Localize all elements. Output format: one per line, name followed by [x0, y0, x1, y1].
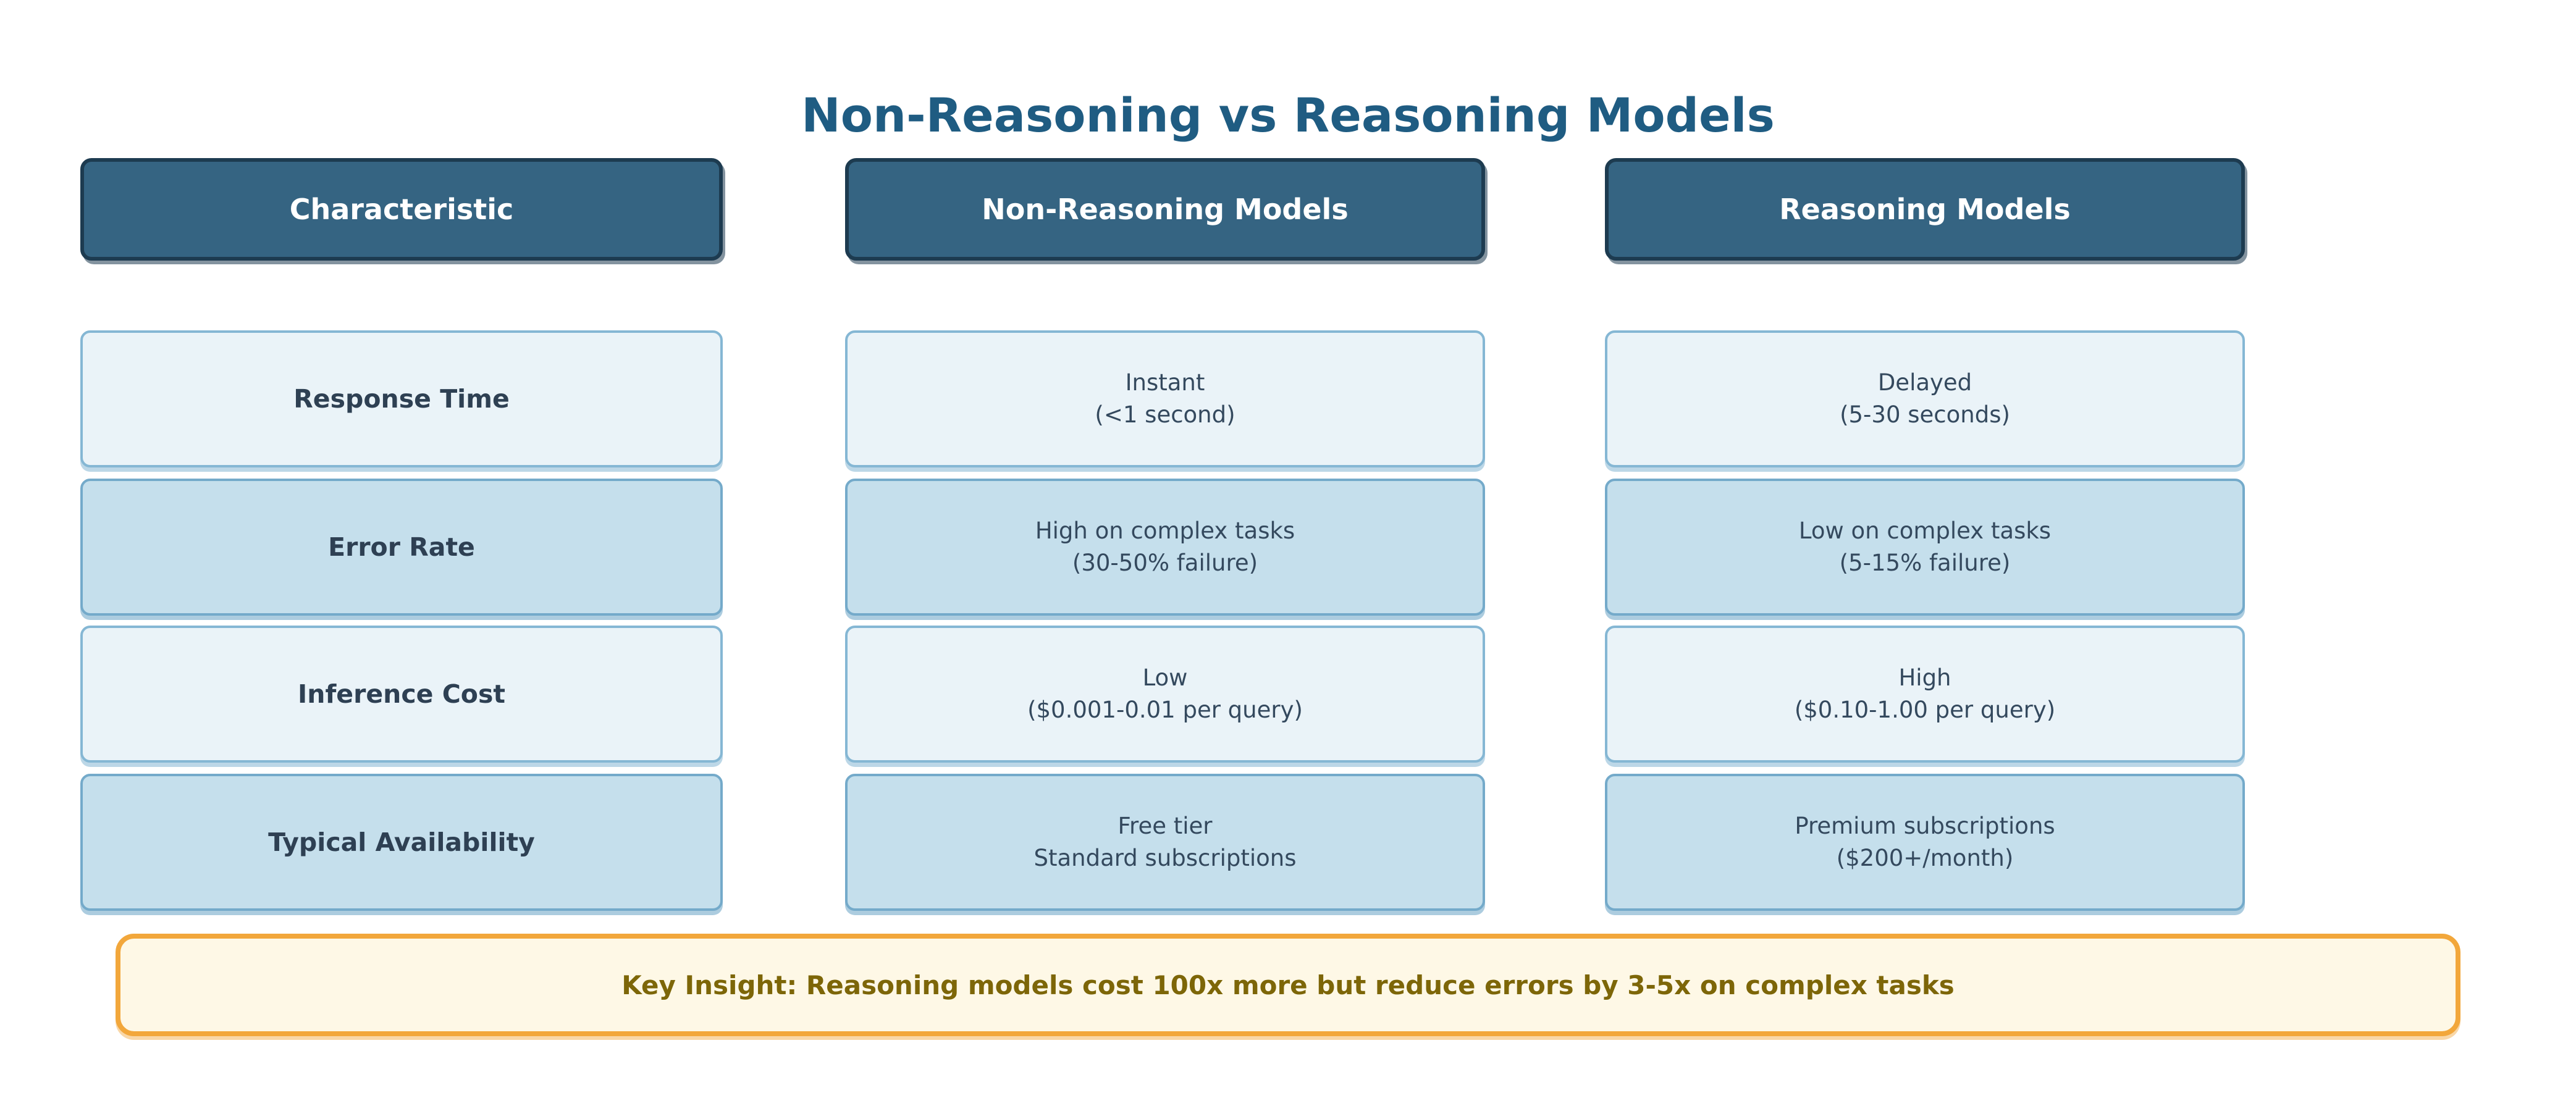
cell-response-time-reasoning: Delayed (5-30 seconds) — [1605, 330, 2245, 467]
cell-value-line: ($0.001-0.01 per query) — [1027, 697, 1303, 723]
cell-value-line: Low on complex tasks — [1798, 517, 2052, 544]
key-insight-banner: Key Insight: Reasoning models cost 100x … — [116, 934, 2460, 1036]
cell-value-line: Low — [1142, 664, 1188, 691]
cell-value-line: High on complex tasks — [1035, 517, 1295, 544]
cell-value-line: Instant — [1125, 369, 1205, 396]
row-label-text: Typical Availability — [268, 827, 535, 857]
cell-value-line: Standard subscriptions — [1033, 845, 1297, 871]
header-non-reasoning-label: Non-Reasoning Models — [982, 193, 1349, 226]
cell-value-line: Free tier — [1118, 813, 1213, 839]
cell-value-line: (30-50% failure) — [1072, 550, 1258, 576]
cell-value-line: High — [1898, 664, 1951, 691]
row-label-text: Response Time — [293, 384, 510, 414]
key-insight-text: Key Insight: Reasoning models cost 100x … — [621, 969, 1955, 1000]
row-label-text: Error Rate — [328, 532, 475, 562]
cell-error-rate-reasoning: Low on complex tasks (5-15% failure) — [1605, 479, 2245, 616]
cell-value-line: ($200+/month) — [1836, 845, 2014, 871]
cell-typical-availability-non-reasoning: Free tier Standard subscriptions — [845, 774, 1485, 911]
cell-inference-cost-non-reasoning: Low ($0.001-0.01 per query) — [845, 626, 1485, 763]
row-label-response-time: Response Time — [80, 330, 723, 467]
header-reasoning-models: Reasoning Models — [1605, 158, 2245, 261]
header-non-reasoning-models: Non-Reasoning Models — [845, 158, 1485, 261]
cell-value-line: (<1 second) — [1095, 401, 1235, 428]
cell-value-line: Delayed — [1877, 369, 1972, 396]
cell-value-line: Premium subscriptions — [1795, 813, 2055, 839]
page-title: Non-Reasoning vs Reasoning Models — [801, 88, 1775, 143]
header-characteristic-label: Characteristic — [289, 193, 514, 226]
cell-value-line: (5-15% failure) — [1839, 550, 2011, 576]
row-label-text: Inference Cost — [298, 679, 505, 709]
header-reasoning-label: Reasoning Models — [1779, 193, 2071, 226]
cell-response-time-non-reasoning: Instant (<1 second) — [845, 330, 1485, 467]
row-label-inference-cost: Inference Cost — [80, 626, 723, 763]
row-label-error-rate: Error Rate — [80, 479, 723, 616]
cell-error-rate-non-reasoning: High on complex tasks (30-50% failure) — [845, 479, 1485, 616]
cell-inference-cost-reasoning: High ($0.10-1.00 per query) — [1605, 626, 2245, 763]
cell-typical-availability-reasoning: Premium subscriptions ($200+/month) — [1605, 774, 2245, 911]
row-label-typical-availability: Typical Availability — [80, 774, 723, 911]
cell-value-line: (5-30 seconds) — [1840, 401, 2010, 428]
header-characteristic: Characteristic — [80, 158, 723, 261]
cell-value-line: ($0.10-1.00 per query) — [1794, 697, 2056, 723]
